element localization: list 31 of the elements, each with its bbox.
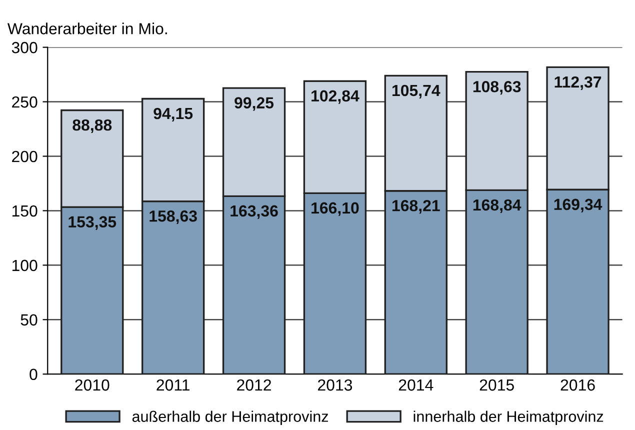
y-tick-label: 250 (12, 96, 38, 108)
data-label: 108,63 (473, 80, 521, 95)
data-label: 158,63 (150, 210, 197, 224)
y-tick-label: 200 (12, 150, 38, 162)
legend-label: außerhalb der Heimatprovinz (132, 410, 328, 425)
data-label: 168,21 (392, 200, 440, 214)
y-tick-label: 100 (12, 260, 38, 272)
data-label: 88,88 (72, 119, 112, 133)
data-label: 99,25 (234, 97, 274, 111)
data-label: 105,74 (392, 84, 440, 98)
y-tick-label: 150 (12, 205, 38, 217)
y-tick-label: 300 (12, 42, 38, 54)
y-tick-label: 50 (20, 314, 38, 326)
x-tick-label: 2015 (480, 379, 514, 391)
x-tick-label: 2012 (237, 379, 271, 391)
x-tick-label: 2016 (560, 379, 595, 391)
y-tick-label: 0 (30, 368, 38, 380)
y-axis-title: Wanderarbeiter in Mio. (7, 22, 167, 34)
legend-label: innerhalb der Heimatprovinz (414, 410, 604, 425)
data-label: 163,36 (230, 205, 278, 219)
data-label: 169,34 (554, 198, 602, 212)
x-tick-label: 2014 (398, 379, 434, 391)
data-label: 94,15 (154, 108, 193, 122)
data-label: 168,84 (473, 199, 522, 213)
x-tick-label: 2011 (156, 379, 190, 391)
data-label: 153,35 (68, 216, 116, 230)
data-label: 166,10 (312, 202, 359, 216)
x-tick-label: 2010 (75, 379, 110, 391)
data-label: 112,37 (554, 76, 602, 90)
data-label: 102,84 (312, 90, 360, 104)
x-tick-label: 2013 (318, 379, 352, 391)
